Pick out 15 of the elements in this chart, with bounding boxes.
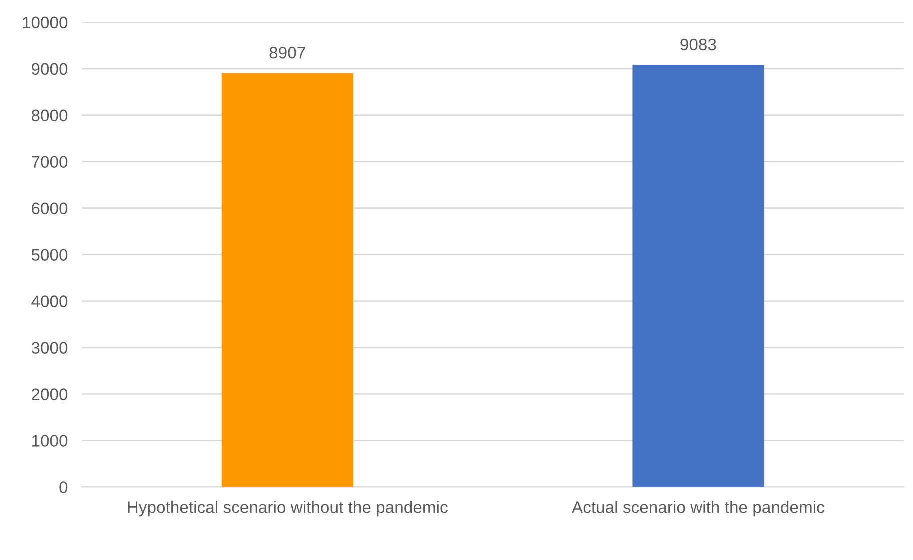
y-tick-label: 9000 [32,63,68,76]
y-tick-label: 7000 [32,156,68,168]
y-tick-label: 5000 [32,249,68,262]
y-tick-label: 0 [60,482,68,494]
y-tick-label: 8000 [32,110,68,122]
y-tick-label: 6000 [32,202,68,215]
y-tick-label: 4000 [32,296,68,308]
y-tick-label: 10000 [23,16,68,29]
y-tick-label: 3000 [32,342,68,354]
data-label: 8907 [270,46,306,59]
y-tick-label: 1000 [32,435,68,447]
data-label: 9083 [680,38,716,51]
x-tick-label: Hypothetical scenario without the pandemic [128,501,448,517]
y-tick-label: 2000 [32,388,68,400]
x-tick-label: Actual scenario with the pandemic [572,501,824,517]
